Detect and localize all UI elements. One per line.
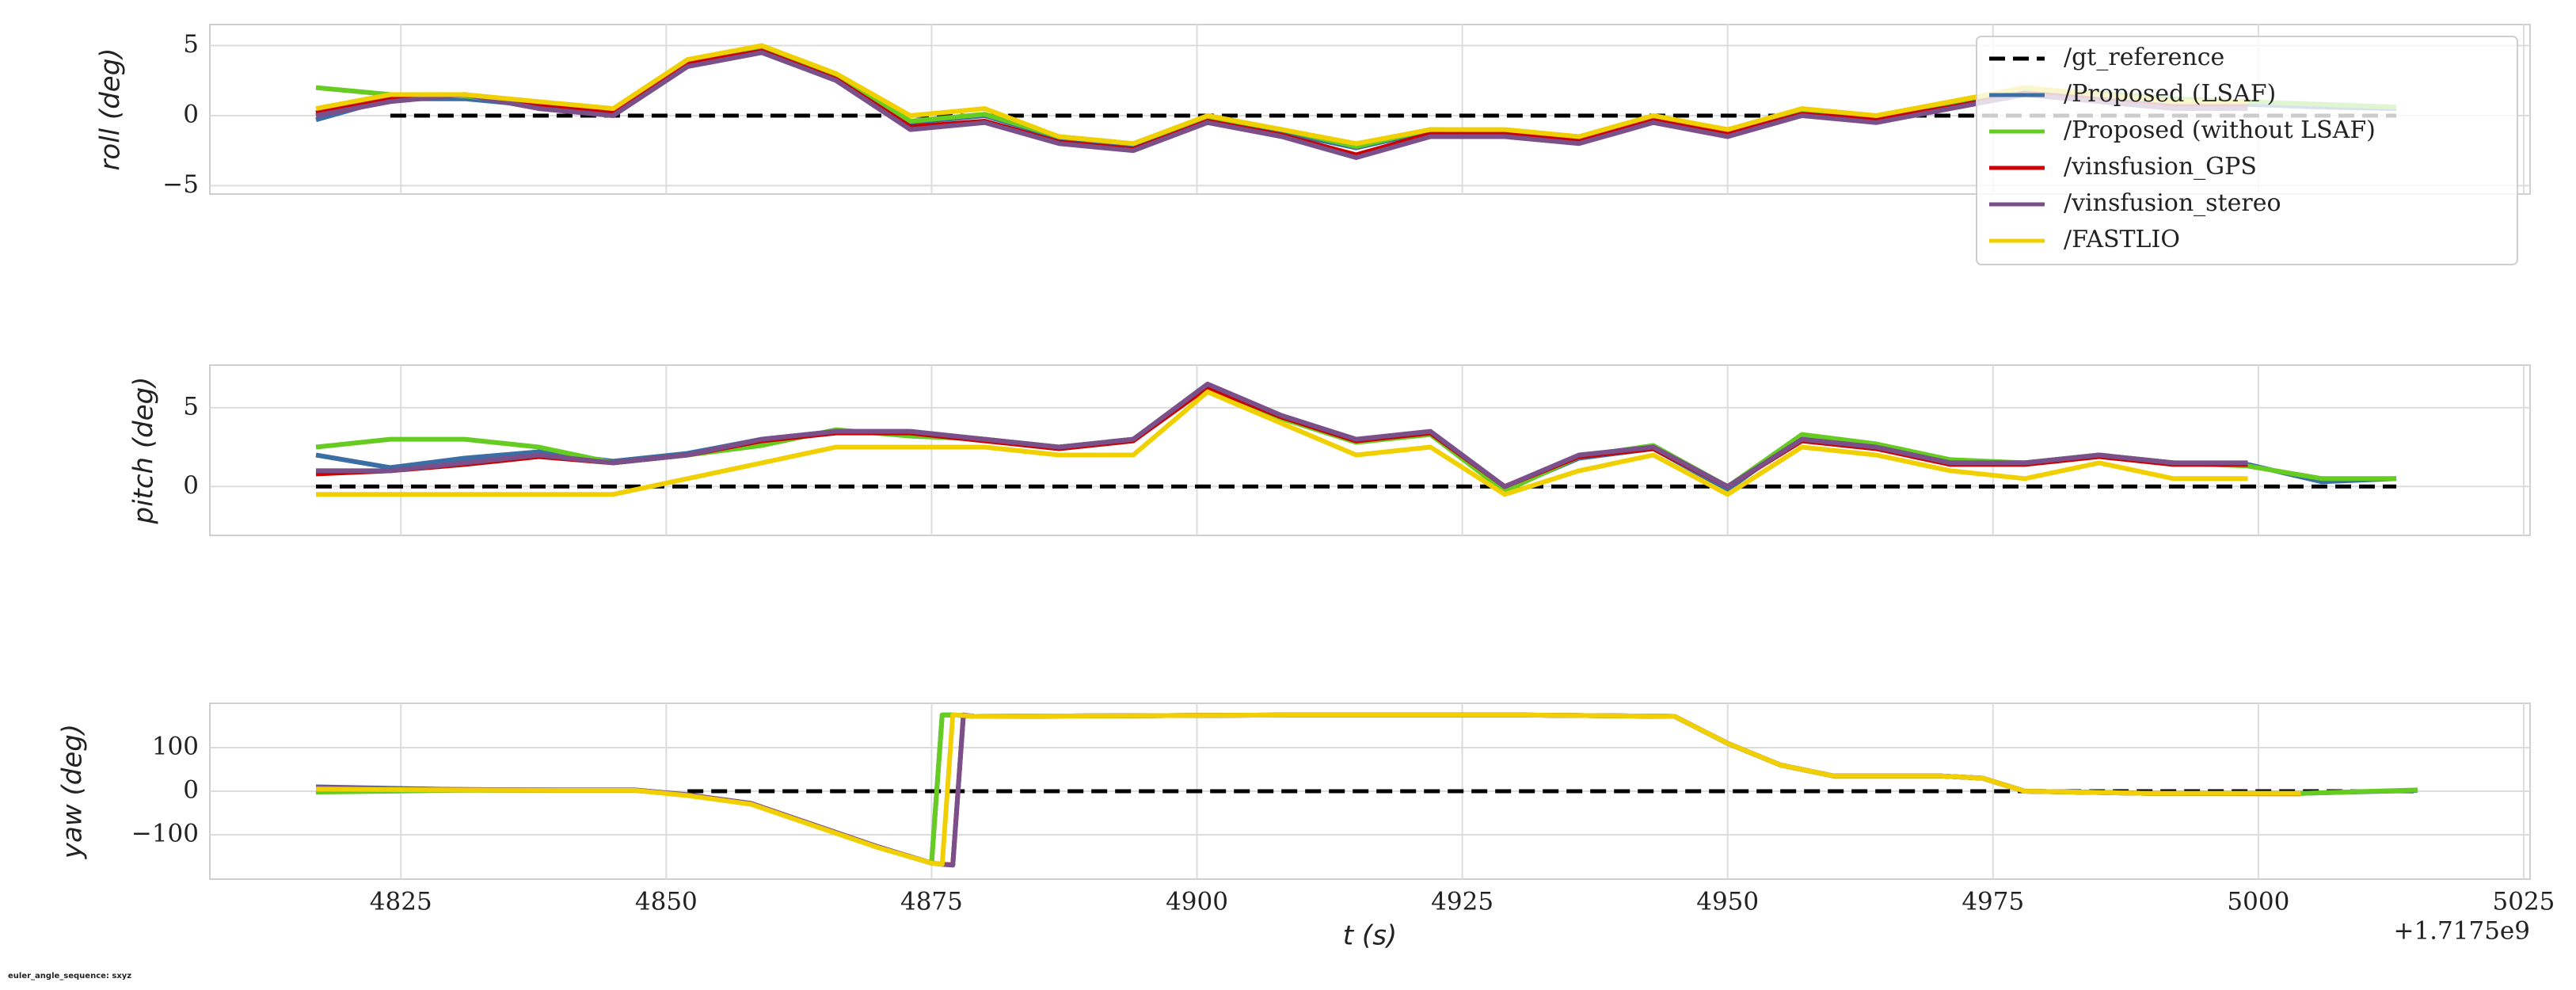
y-axis-label: yaw (deg) xyxy=(57,724,89,859)
x-tick-label: 4900 xyxy=(1166,888,1228,916)
y-axis-label: roll (deg) xyxy=(95,48,127,170)
footer: euler_angle_sequence: sxyz xyxy=(8,972,131,980)
x-axis-label: t (s) xyxy=(1343,920,1397,952)
legend-label: /Proposed (without LSAF) xyxy=(2064,116,2376,144)
y-tick-label: −100 xyxy=(131,819,199,847)
legend-label: /Proposed (LSAF) xyxy=(2064,80,2276,108)
x-tick-label: 4975 xyxy=(1961,888,2024,916)
x-tick-label: 4925 xyxy=(1431,888,1493,916)
series-line xyxy=(316,389,2248,497)
legend-label: /FASTLIO xyxy=(2064,226,2180,253)
y-tick-label: 0 xyxy=(183,776,199,805)
y-tick-label: −5 xyxy=(162,170,199,199)
legend-label: /vinsfusion_GPS xyxy=(2064,153,2257,181)
x-tick-label: 5025 xyxy=(2493,888,2555,916)
y-tick-label: 100 xyxy=(152,733,199,761)
x-tick-label: 4950 xyxy=(1696,888,1759,916)
legend-label: /vinsfusion_stereo xyxy=(2064,189,2281,217)
series-line xyxy=(315,50,2248,160)
x-tick-label: 5000 xyxy=(2227,888,2289,916)
y-axis-label: pitch (deg) xyxy=(128,376,160,524)
legend-label: /gt_reference xyxy=(2064,44,2224,71)
legend-box xyxy=(1976,36,2518,265)
y-tick-label: 0 xyxy=(183,471,199,500)
x-tick-label: 4850 xyxy=(635,888,698,916)
plot-area xyxy=(209,364,2531,536)
x-tick-label: 4825 xyxy=(370,888,432,916)
series-line xyxy=(316,381,2248,489)
y-tick-label: 0 xyxy=(183,100,199,128)
x-tick-label: 4875 xyxy=(900,888,963,916)
series-line xyxy=(315,712,2301,867)
series-line xyxy=(315,43,2248,147)
y-tick-label: 5 xyxy=(183,30,199,59)
x-offset-label: +1.7175e9 xyxy=(2393,917,2530,946)
y-tick-label: 5 xyxy=(183,392,199,421)
